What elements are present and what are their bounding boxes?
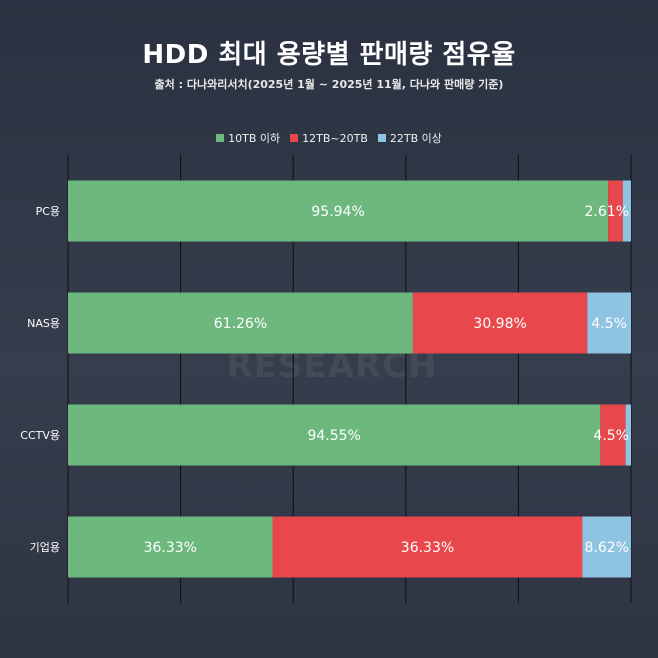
data-label: 4.5% — [593, 428, 629, 444]
data-label: 4.5% — [591, 316, 627, 332]
legend: 10TB 이하 12TB~20TB 22TB 이상 — [0, 130, 658, 146]
data-label: 61.26% — [214, 316, 267, 332]
category-label: PC용 — [36, 205, 60, 218]
bar-segment — [608, 180, 623, 242]
bar-segment — [412, 292, 588, 354]
data-label: 95.94% — [311, 204, 364, 220]
legend-item-10tb: 10TB 이하 — [216, 130, 280, 146]
legend-label-10tb: 10TB 이하 — [228, 132, 281, 145]
legend-label-12-20tb: 12TB~20TB — [302, 131, 368, 145]
category-label: NAS용 — [27, 317, 60, 330]
bar-segment — [587, 292, 631, 354]
bar-segment — [68, 292, 413, 354]
legend-item-22tb: 22TB 이상 — [377, 130, 442, 146]
bar-segment — [622, 180, 631, 242]
legend-swatch-green — [216, 134, 225, 142]
category-label: 기업용 — [30, 541, 60, 554]
bar-segment — [600, 404, 626, 466]
chart-title: HDD 최대 용량별 판매량 점유율 — [142, 40, 516, 70]
category-label: CCTV용 — [20, 429, 60, 442]
legend-swatch-blue — [377, 134, 386, 142]
legend-item-12-20tb: 12TB~20TB — [290, 130, 368, 146]
data-label: 36.33% — [401, 540, 454, 556]
bar-segment — [272, 516, 583, 578]
legend-label-22tb: 22TB 이상 — [389, 132, 442, 145]
data-label: 2.61% — [585, 204, 629, 220]
data-label: 94.55% — [307, 428, 360, 444]
bar-segment — [625, 404, 631, 466]
bar-segment — [68, 404, 601, 466]
data-label: 30.98% — [473, 316, 526, 332]
bar-segment — [582, 516, 631, 578]
bar-segment — [68, 180, 609, 242]
chart-subtitle: 출처 : 다나와리서치(2025년 1월 ~ 2025년 11월, 다나와 판매… — [154, 78, 504, 91]
data-label: 8.62% — [584, 540, 628, 556]
bar-segment — [68, 516, 273, 578]
legend-swatch-red — [290, 134, 299, 142]
data-label: 36.33% — [144, 540, 197, 556]
